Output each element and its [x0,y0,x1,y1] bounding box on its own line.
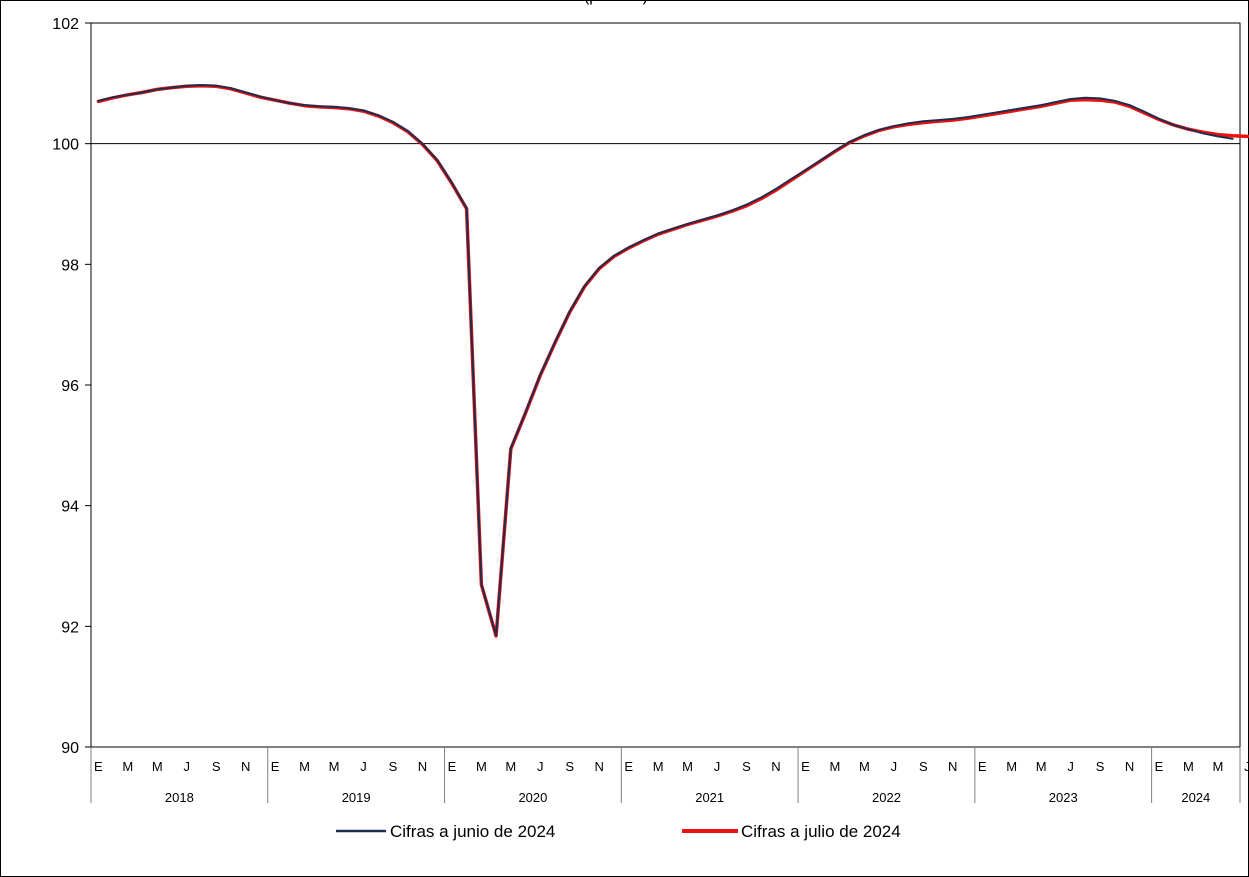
x-month-label: E [271,759,280,774]
x-month-label: J [537,759,544,774]
x-month-label: M [505,759,516,774]
x-month-label: M [682,759,693,774]
x-month-label: J [891,759,898,774]
x-month-label: N [241,759,250,774]
x-month-label: S [919,759,928,774]
x-month-label: N [595,759,604,774]
x-month-label: M [653,759,664,774]
y-tick-label: 102 [52,16,79,33]
x-month-label: M [1036,759,1047,774]
x-month-label: M [1212,759,1223,774]
x-month-label: M [329,759,340,774]
x-month-label: S [565,759,574,774]
x-month-label: J [360,759,367,774]
series-line-julio-2024 [96,83,1249,638]
x-month-label: S [389,759,398,774]
x-year-label: 2022 [872,790,901,805]
x-month-label: J [184,759,191,774]
x-month-label: E [1155,759,1164,774]
x-month-label: E [978,759,987,774]
y-tick-label: 96 [61,378,79,395]
legend-label: Cifras a junio de 2024 [390,822,555,841]
x-month-label: M [829,759,840,774]
y-tick-label: 94 [61,499,79,516]
x-month-label: M [859,759,870,774]
y-tick-label: 90 [61,740,79,757]
chart-title: (p. 2019) [584,0,648,5]
x-month-label: E [94,759,103,774]
x-month-label: N [418,759,427,774]
x-month-label: E [448,759,457,774]
series-line-junio-2024 [97,84,1234,637]
x-year-label: 2023 [1049,790,1078,805]
legend-label: Cifras a julio de 2024 [741,822,901,841]
x-month-label: M [299,759,310,774]
x-year-label: 2018 [165,790,194,805]
x-year-label: 2021 [695,790,724,805]
x-month-label: E [624,759,633,774]
y-tick-label: 92 [61,619,79,636]
x-month-label: N [771,759,780,774]
x-month-label: M [1183,759,1194,774]
x-month-label: E [801,759,810,774]
x-month-label: S [742,759,751,774]
x-month-label: N [948,759,957,774]
x-year-label: 2019 [342,790,371,805]
x-month-label: M [152,759,163,774]
x-month-label: S [212,759,221,774]
x-month-label: J [1067,759,1074,774]
x-month-label: J [1244,759,1249,774]
x-month-label: M [1006,759,1017,774]
x-month-label: J [714,759,721,774]
plot-area [90,22,1241,748]
x-year-label: 2024 [1181,790,1210,805]
y-tick-label: 100 [52,137,79,154]
x-month-label: M [476,759,487,774]
y-tick-label: 98 [61,257,79,274]
x-month-label: S [1096,759,1105,774]
x-month-label: N [1125,759,1134,774]
x-year-label: 2020 [518,790,547,805]
x-month-label: M [122,759,133,774]
